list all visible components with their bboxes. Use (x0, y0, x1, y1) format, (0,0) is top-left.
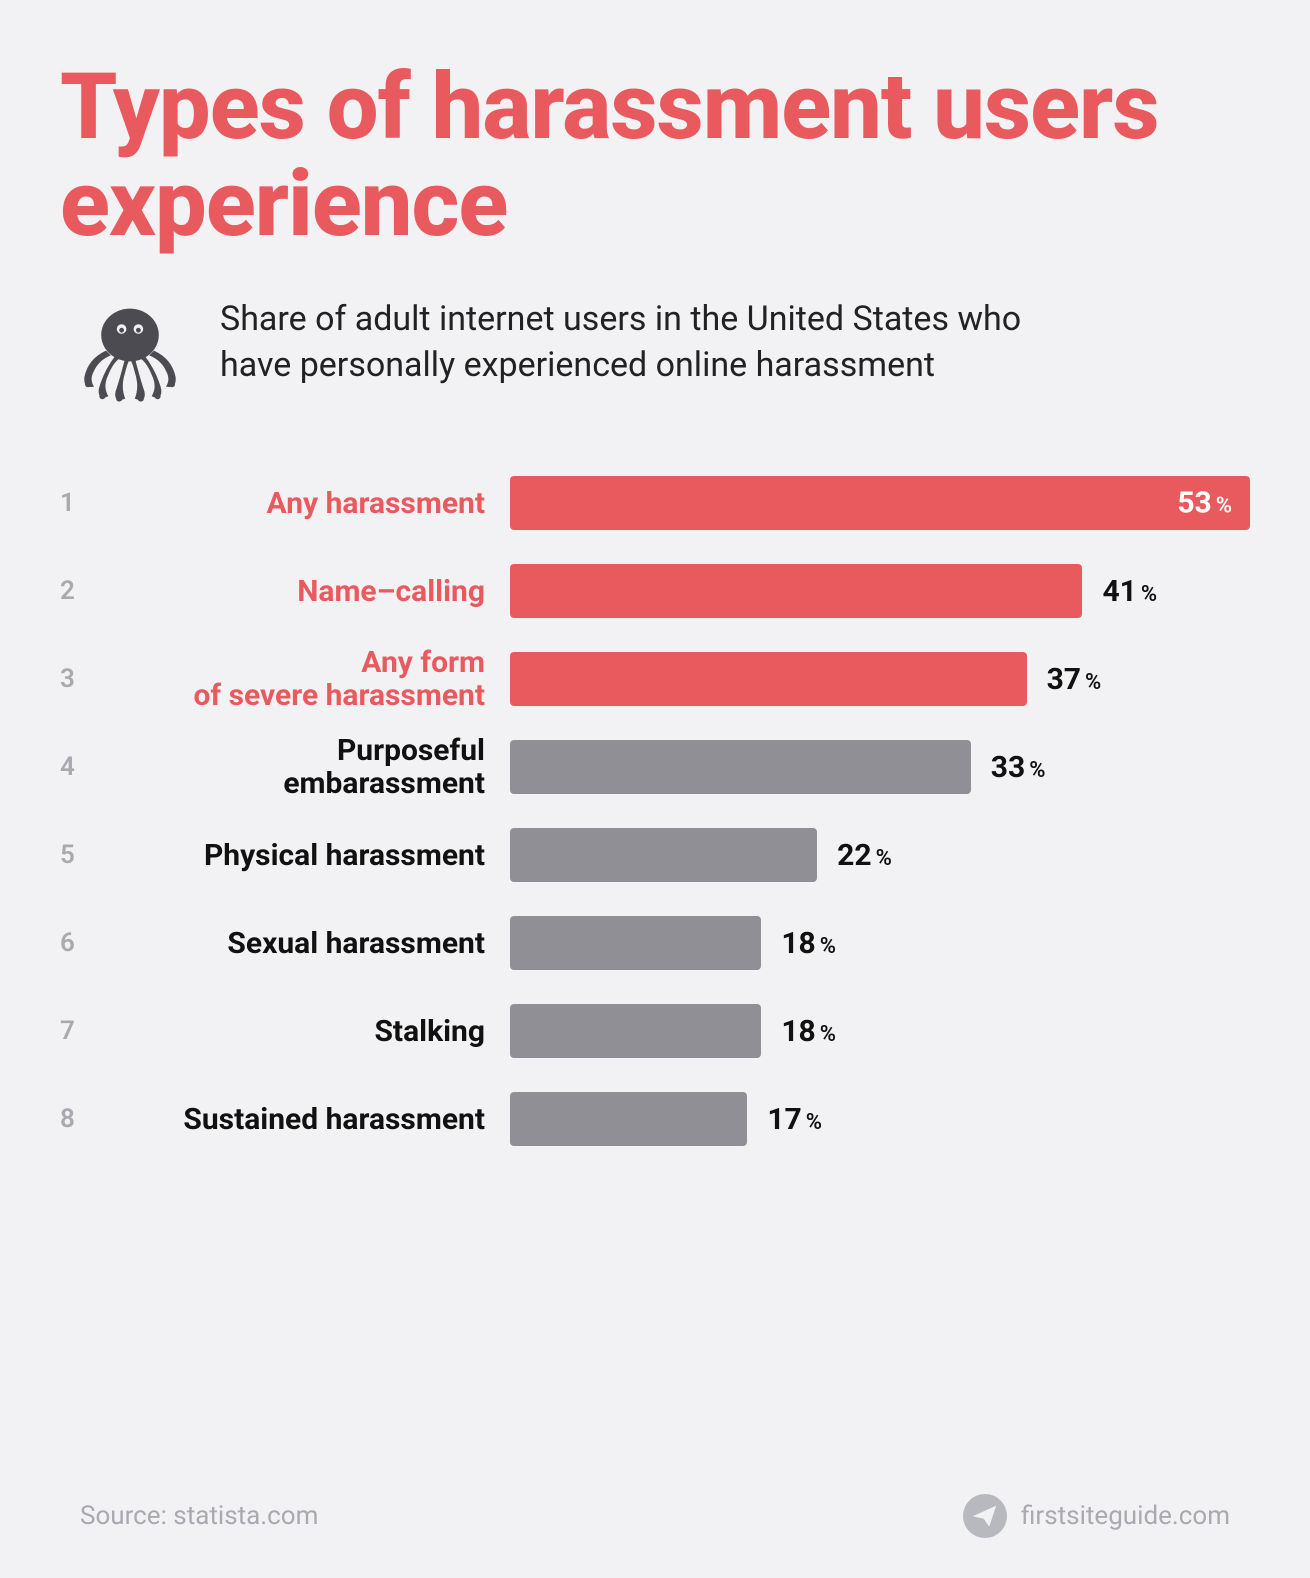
bar-label: Stalking (100, 1015, 510, 1048)
bar-percent: 33% (991, 750, 1046, 785)
source-text: Source: statista.com (80, 1501, 318, 1531)
bar (510, 652, 1027, 706)
bar: 53% (510, 476, 1250, 530)
bar-area: 17% (510, 1092, 1250, 1146)
footer: Source: statista.com firstsiteguide.com (80, 1494, 1230, 1538)
bar-label: Any harassment (100, 487, 510, 520)
bar-percent: 41% (1102, 574, 1157, 609)
bar (510, 1092, 747, 1146)
bar-percent: 18% (781, 926, 836, 961)
bar-area: 37% (510, 652, 1250, 706)
chart-subtitle: Share of adult internet users in the Uni… (220, 293, 1040, 389)
bar (510, 828, 817, 882)
rank-number: 5 (60, 840, 100, 870)
bar-percent: 22% (837, 838, 892, 873)
bar-area: 22% (510, 828, 1250, 882)
bar-row: 2Name–calling 41% (60, 561, 1250, 621)
bar-area: 41% (510, 564, 1250, 618)
bar-area: 53% (510, 476, 1250, 530)
rank-number: 6 (60, 928, 100, 958)
rank-number: 1 (60, 488, 100, 518)
bar-label: Sustained harassment (100, 1103, 510, 1136)
bar-row: 3Any formof severe harassment 37% (60, 649, 1250, 709)
bar-row: 8Sustained harassment 17% (60, 1089, 1250, 1149)
bar (510, 740, 971, 794)
bar-row: 5Physical harassment 22% (60, 825, 1250, 885)
bar-row: 7Stalking 18% (60, 1001, 1250, 1061)
bar-label: Purposefulembarassment (100, 734, 510, 800)
bar-label: Sexual harassment (100, 927, 510, 960)
credit: firstsiteguide.com (963, 1494, 1230, 1538)
bar (510, 1004, 761, 1058)
bar-label: Any formof severe harassment (100, 646, 510, 712)
bar-percent: 18% (781, 1014, 836, 1049)
bar-row: 4Purposefulembarassment 33% (60, 737, 1250, 797)
rank-number: 3 (60, 664, 100, 694)
subtitle-row: Share of adult internet users in the Uni… (60, 293, 1250, 413)
bar-percent: 53% (1177, 486, 1232, 521)
rank-number: 8 (60, 1104, 100, 1134)
bar (510, 916, 761, 970)
bar-label: Physical harassment (100, 839, 510, 872)
bar-area: 33% (510, 740, 1250, 794)
bar (510, 564, 1082, 618)
credit-text: firstsiteguide.com (1021, 1501, 1230, 1531)
bar-row: 1Any harassment 53% (60, 473, 1250, 533)
rank-number: 4 (60, 752, 100, 782)
bar-area: 18% (510, 1004, 1250, 1058)
octopus-icon (70, 293, 190, 413)
bar-label: Name–calling (100, 575, 510, 608)
rank-number: 2 (60, 576, 100, 606)
bar-chart: 1Any harassment 53% 2Name–calling 41% 3Any f… (60, 473, 1250, 1149)
bar-row: 6Sexual harassment 18% (60, 913, 1250, 973)
chart-title: Types of harassment users experience (60, 60, 1250, 253)
bar-percent: 17% (767, 1102, 822, 1137)
bar-area: 18% (510, 916, 1250, 970)
paper-plane-icon (963, 1494, 1007, 1538)
bar-percent: 37% (1047, 662, 1102, 697)
rank-number: 7 (60, 1016, 100, 1046)
